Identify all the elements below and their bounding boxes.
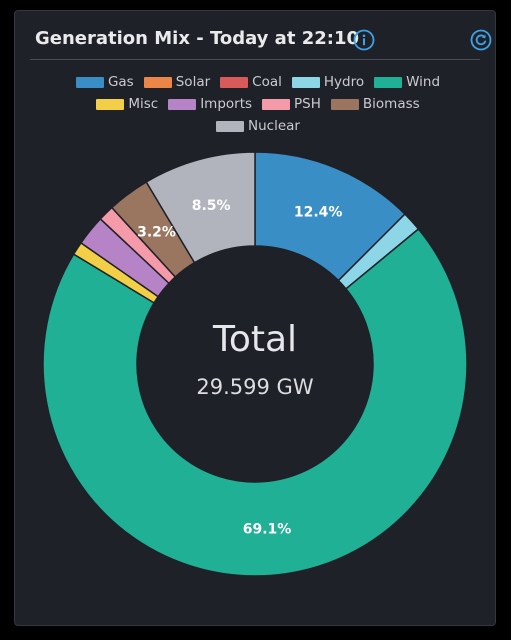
donut-svg: 12.4% 69.1% 3.2% 8.5% Total 29.599 GW <box>42 151 468 577</box>
legend-label: Hydro <box>323 74 365 90</box>
slice-label-biomass: 3.2% <box>137 225 176 241</box>
refresh-icon[interactable] <box>470 29 492 51</box>
chart-legend: Gas Solar Coal Hydro Wind Misc Imports PSH Bioma… <box>53 73 463 135</box>
card-title: Generation Mix - Today at 22:10 <box>35 28 359 49</box>
slice-nuclear[interactable] <box>145 151 256 264</box>
legend-swatch <box>168 98 197 110</box>
legend-label: PSH <box>294 96 321 112</box>
legend-swatch <box>143 76 172 88</box>
legend-swatch <box>75 76 104 88</box>
center-value: 29.599 GW <box>196 375 313 399</box>
slice-label-nuclear: 8.5% <box>192 198 231 214</box>
legend-swatch <box>96 98 125 110</box>
donut-chart: 12.4% 69.1% 3.2% 8.5% Total 29.599 GW <box>15 11 497 627</box>
legend-label: Solar <box>175 74 211 90</box>
legend-swatch <box>291 76 320 88</box>
legend-swatch <box>374 76 403 88</box>
legend-item-misc[interactable]: Misc <box>96 95 158 113</box>
legend-item-imports[interactable]: Imports <box>168 95 252 113</box>
legend-item-nuclear[interactable]: Nuclear <box>216 117 300 135</box>
legend-item-solar[interactable]: Solar <box>143 73 211 91</box>
legend-swatch <box>216 120 245 132</box>
legend-item-hydro[interactable]: Hydro <box>291 73 365 91</box>
generation-mix-card: Generation Mix - Today at 22:10 Gas Solar… <box>14 10 496 626</box>
legend-swatch <box>330 98 359 110</box>
legend-swatch <box>220 76 249 88</box>
legend-swatch <box>262 98 291 110</box>
legend-label: Gas <box>107 74 134 90</box>
slice-label-wind: 69.1% <box>243 522 292 538</box>
legend-label: Nuclear <box>248 118 300 134</box>
legend-label: Wind <box>406 74 441 90</box>
legend-item-biomass[interactable]: Biomass <box>330 95 420 113</box>
slice-label-gas: 12.4% <box>294 205 343 221</box>
card-header: Generation Mix - Today at 22:10 <box>30 27 492 60</box>
center-title: Total <box>212 319 297 360</box>
legend-item-psh[interactable]: PSH <box>262 95 321 113</box>
legend-label: Misc <box>128 96 159 112</box>
legend-item-coal[interactable]: Coal <box>220 73 282 91</box>
legend-item-gas[interactable]: Gas <box>75 73 134 91</box>
legend-item-wind[interactable]: Wind <box>374 73 440 91</box>
legend-label: Coal <box>252 74 282 90</box>
slice-wind[interactable] <box>42 227 468 577</box>
legend-label: Imports <box>200 96 253 112</box>
info-icon[interactable] <box>353 29 375 51</box>
legend-label: Biomass <box>362 96 420 112</box>
